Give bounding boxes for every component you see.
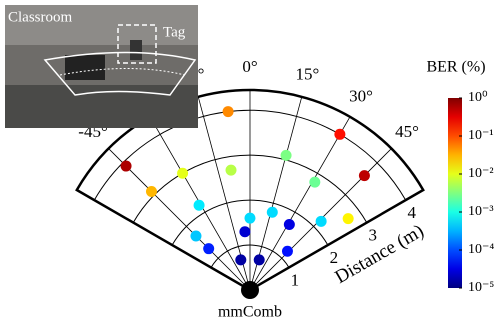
colorbar	[448, 98, 462, 288]
point	[223, 106, 234, 117]
point	[309, 177, 320, 188]
origin	[241, 281, 259, 299]
theta-tick-label: 0°	[242, 57, 257, 76]
theta-tick-label: 30°	[349, 87, 373, 106]
point	[146, 186, 157, 197]
point	[254, 254, 265, 265]
theta-tick-label: 15°	[296, 64, 320, 83]
point	[190, 230, 201, 241]
point	[203, 243, 214, 254]
r-tick-label: 2	[330, 248, 339, 267]
origin-label: mmComb	[218, 304, 282, 321]
point	[334, 129, 345, 140]
point	[284, 219, 295, 230]
colorbar-tick-label: 10⁻⁴	[468, 242, 494, 257]
point	[281, 150, 292, 161]
chart: 1234-45°15°0°15°30°45°Distance (m) Class…	[0, 0, 504, 322]
point	[267, 207, 278, 218]
point	[177, 168, 188, 179]
point	[282, 246, 293, 257]
r-tick-label: 1	[291, 270, 300, 289]
r-tick-label: 3	[369, 225, 378, 244]
r-tick-label: 4	[407, 203, 416, 222]
point	[194, 200, 205, 211]
colorbar-tick-label: 10⁻³	[468, 204, 494, 219]
photo-inset: Classroom Tag	[5, 5, 198, 128]
point	[359, 170, 370, 181]
inset-label: Tag	[163, 24, 186, 40]
colorbar-tick-label: 10⁻¹	[468, 128, 494, 143]
colorbar-tick-label: 10⁻⁵	[468, 280, 494, 295]
point	[235, 254, 246, 265]
point	[343, 213, 354, 224]
colorbar-tick-label: 10⁰	[468, 90, 488, 105]
point	[121, 161, 132, 172]
point	[239, 226, 250, 237]
point	[226, 165, 237, 176]
photo-tag	[130, 40, 142, 60]
colorbar-tick-label: 10⁻²	[468, 166, 494, 181]
point	[245, 213, 256, 224]
colorbar-label: BER (%)	[426, 59, 485, 76]
inset-label: Classroom	[8, 9, 73, 25]
point	[316, 216, 327, 227]
theta-tick-label: 45°	[395, 122, 419, 141]
photo-equipment	[65, 55, 105, 80]
